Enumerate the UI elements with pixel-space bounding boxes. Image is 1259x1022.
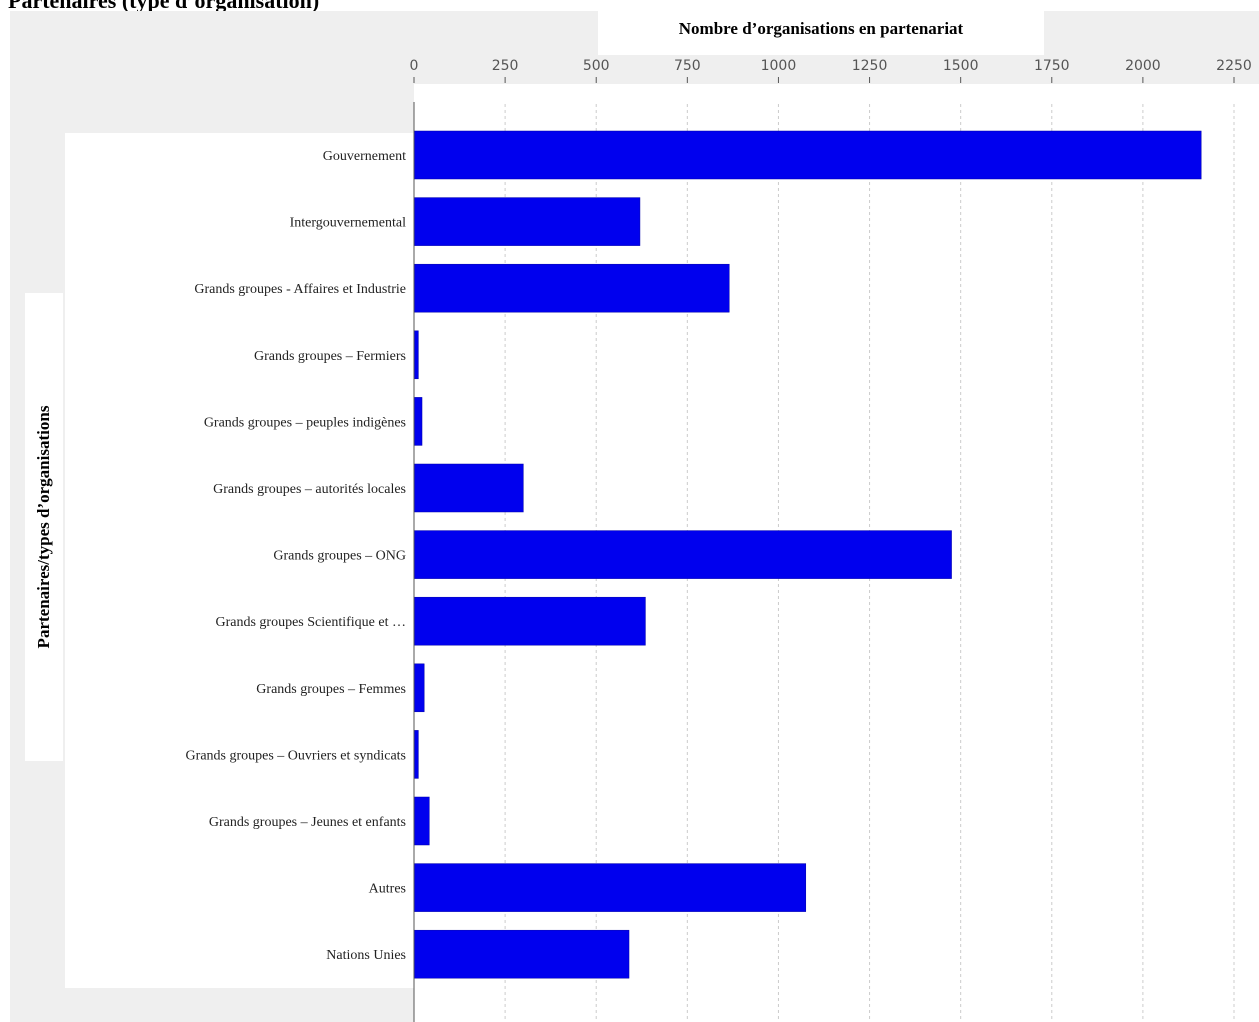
- x-tick-label: 500: [583, 58, 610, 74]
- category-label: Grands groupes – Fermiers: [254, 349, 406, 364]
- bar: [413, 663, 425, 713]
- bar: [413, 197, 641, 246]
- category-label: Grands groupes – Ouvriers et syndicats: [186, 748, 406, 763]
- bar: [413, 530, 952, 579]
- bar: [413, 863, 807, 912]
- category-label: Gouvernement: [323, 149, 406, 164]
- bar: [413, 596, 646, 646]
- axes: [413, 77, 1235, 1022]
- category-labels: Gouvernement Intergouvernemental Grands gr…: [186, 149, 407, 963]
- x-tick-label: 1250: [852, 58, 888, 74]
- y-axis-title-panel: [25, 293, 63, 761]
- category-label: Autres: [369, 882, 406, 897]
- x-tick-label: 0: [410, 58, 419, 74]
- x-tick-label: 1000: [761, 58, 797, 74]
- bars: [413, 130, 1202, 979]
- category-label: Nations Unies: [326, 948, 406, 963]
- category-label: Grands groupes – peuples indigènes: [204, 415, 406, 430]
- category-label: Intergouvernemental: [290, 216, 406, 231]
- category-label: Grands groupes - Affaires et Industrie: [194, 282, 406, 297]
- bar: [413, 397, 423, 446]
- x-tick-label: 750: [674, 58, 701, 74]
- bar: [413, 463, 524, 513]
- category-label-panel: [65, 133, 414, 988]
- x-tick-label: 2000: [1125, 58, 1161, 74]
- x-tick-labels: 0 250 500 750 1000 1250 1500 1750 2000 2250: [410, 58, 1252, 74]
- x-axis-title: Nombre d’organisations en partenariat: [598, 11, 1044, 55]
- bar: [413, 263, 730, 313]
- category-label: Grands groupes – Jeunes et enfants: [209, 815, 406, 830]
- category-label: Grands groupes – Femmes: [256, 682, 406, 697]
- x-tick-label: 1500: [943, 58, 979, 74]
- bar: [413, 130, 1202, 180]
- bar: [413, 330, 419, 380]
- bar: [413, 929, 630, 979]
- category-label: Grands groupes – ONG: [273, 549, 406, 564]
- page-title: Partenaires (type d’organisation): [8, 0, 320, 13]
- category-label: Grands groupes – autorités locales: [213, 482, 406, 497]
- category-label: Grands groupes Scientifique et …: [215, 615, 406, 630]
- x-tick-label: 2250: [1216, 58, 1252, 74]
- bar: [413, 796, 430, 846]
- bar: [413, 730, 419, 779]
- x-tick-label: 1750: [1034, 58, 1070, 74]
- x-tick-label: 250: [492, 58, 519, 74]
